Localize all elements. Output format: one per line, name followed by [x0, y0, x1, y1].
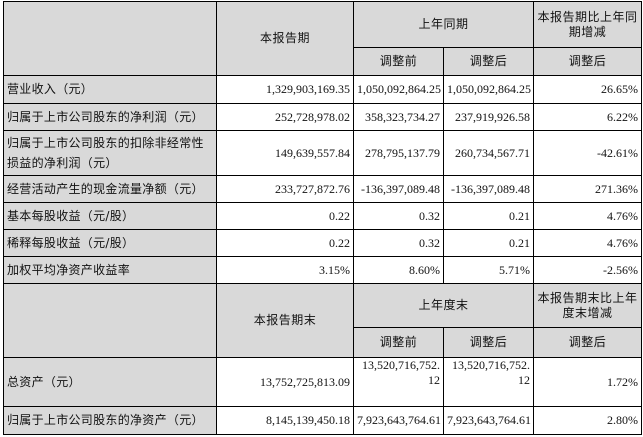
cell-after: 7,923,643,764.61 — [442, 406, 535, 435]
cell-current: 1,329,903,169.35 — [216, 75, 354, 104]
row-label-weighted-roe: 加权平均净资产收益率 — [3, 256, 217, 284]
cell-before: -136,397,089.48 — [353, 175, 444, 203]
cell-change: -2.56% — [533, 256, 643, 284]
cell-before: 8.60% — [353, 256, 444, 284]
row-label-net-profit-excl-nonrecurring: 归属于上市公司股东的扣除非经常性损益的净利润（元） — [3, 130, 217, 176]
cell-change: 4.76% — [533, 202, 643, 230]
header-blank-cell — [3, 283, 217, 358]
cell-after: 260,734,567.71 — [442, 130, 535, 176]
header-prior-year-end: 上年度末 — [352, 283, 535, 328]
header-before-adjustment: 调整前 — [353, 47, 444, 76]
cell-after: -136,397,089.48 — [442, 175, 535, 203]
cell-current: 0.22 — [216, 229, 354, 257]
table-row: 归属于上市公司股东的扣除非经常性损益的净利润（元） 149,639,557.84… — [3, 130, 643, 176]
table-row: 加权平均净资产收益率 3.15% 8.60% 5.71% -2.56% — [3, 256, 643, 284]
header-change: 本报告期末比上年度末增减 — [533, 283, 643, 328]
cell-change: 2.80% — [533, 406, 643, 435]
row-label-total-assets: 总资产（元） — [3, 357, 217, 407]
cell-before: 358,323,734.27 — [353, 103, 444, 131]
cell-current: 0.22 — [216, 202, 354, 230]
cell-change: -42.61% — [533, 130, 643, 176]
table-row: 营业收入（元） 1,329,903,169.35 1,050,092,864.2… — [3, 75, 643, 104]
cell-current: 13,752,725,813.09 — [216, 357, 354, 407]
cell-change: 1.72% — [533, 357, 643, 407]
row-label-operating-cash-flow: 经营活动产生的现金流量净额（元） — [3, 175, 217, 203]
cell-before: 0.32 — [353, 229, 444, 257]
row-label-revenue: 营业收入（元） — [3, 75, 217, 104]
row-label-diluted-eps: 稀释每股收益（元/股） — [3, 229, 217, 257]
header-after-adjustment: 调整后 — [442, 47, 535, 76]
cell-after: 0.21 — [442, 202, 535, 230]
cell-after: 237,919,926.58 — [442, 103, 535, 131]
header-change: 本报告期比上年同期增减 — [533, 1, 643, 48]
header-blank-cell — [3, 1, 217, 76]
cell-before: 278,795,137.79 — [353, 130, 444, 176]
header-current-period-end: 本报告期末 — [216, 283, 354, 358]
row-label-basic-eps: 基本每股收益（元/股） — [3, 202, 217, 230]
cell-current: 252,728,978.02 — [216, 103, 354, 131]
header-current-period: 本报告期 — [216, 1, 354, 76]
cell-after: 0.21 — [442, 229, 535, 257]
cell-change: 4.76% — [533, 229, 643, 257]
cell-before: 0.32 — [353, 202, 444, 230]
table-row: 总资产（元） 13,752,725,813.09 13,520,716,752.… — [3, 357, 643, 407]
cell-after: 1,050,092,864.25 — [442, 75, 535, 104]
cell-before: 13,520,716,752.12 — [353, 357, 444, 407]
table-row: 经营活动产生的现金流量净额（元） 233,727,872.76 -136,397… — [3, 175, 643, 203]
row-label-net-profit: 归属于上市公司股东的净利润（元） — [3, 103, 217, 131]
cell-before: 1,050,092,864.25 — [353, 75, 444, 104]
cell-change: 271.36% — [533, 175, 643, 203]
cell-change: 26.65% — [533, 75, 643, 104]
header-prior-year-same-period: 上年同期 — [352, 1, 535, 48]
cell-current: 233,727,872.76 — [216, 175, 354, 203]
table-row: 稀释每股收益（元/股） 0.22 0.32 0.21 4.76% — [3, 229, 643, 257]
cell-current: 8,145,139,450.18 — [216, 406, 354, 435]
row-label-net-assets: 归属于上市公司股东的净资产（元） — [3, 406, 217, 435]
cell-after: 5.71% — [442, 256, 535, 284]
table-row: 归属于上市公司股东的净利润（元） 252,728,978.02 358,323,… — [3, 103, 643, 131]
cell-change: 6.22% — [533, 103, 643, 131]
cell-current: 3.15% — [216, 256, 354, 284]
table-row: 归属于上市公司股东的净资产（元） 8,145,139,450.18 7,923,… — [3, 406, 643, 435]
table-row: 基本每股收益（元/股） 0.22 0.32 0.21 4.76% — [3, 202, 643, 230]
header-before-adjustment: 调整前 — [353, 327, 444, 358]
key-financial-data-table: 本报告期 上年同期 本报告期比上年同期增减 调整前 调整后 调整后 营业收入（元… — [3, 1, 643, 435]
header-after-adjustment: 调整后 — [442, 327, 535, 358]
cell-before: 7,923,643,764.61 — [353, 406, 444, 435]
header-change-after-adjustment: 调整后 — [533, 47, 643, 76]
header-change-after-adjustment: 调整后 — [533, 327, 643, 358]
cell-current: 149,639,557.84 — [216, 130, 354, 176]
cell-after: 13,520,716,752.12 — [442, 357, 535, 407]
